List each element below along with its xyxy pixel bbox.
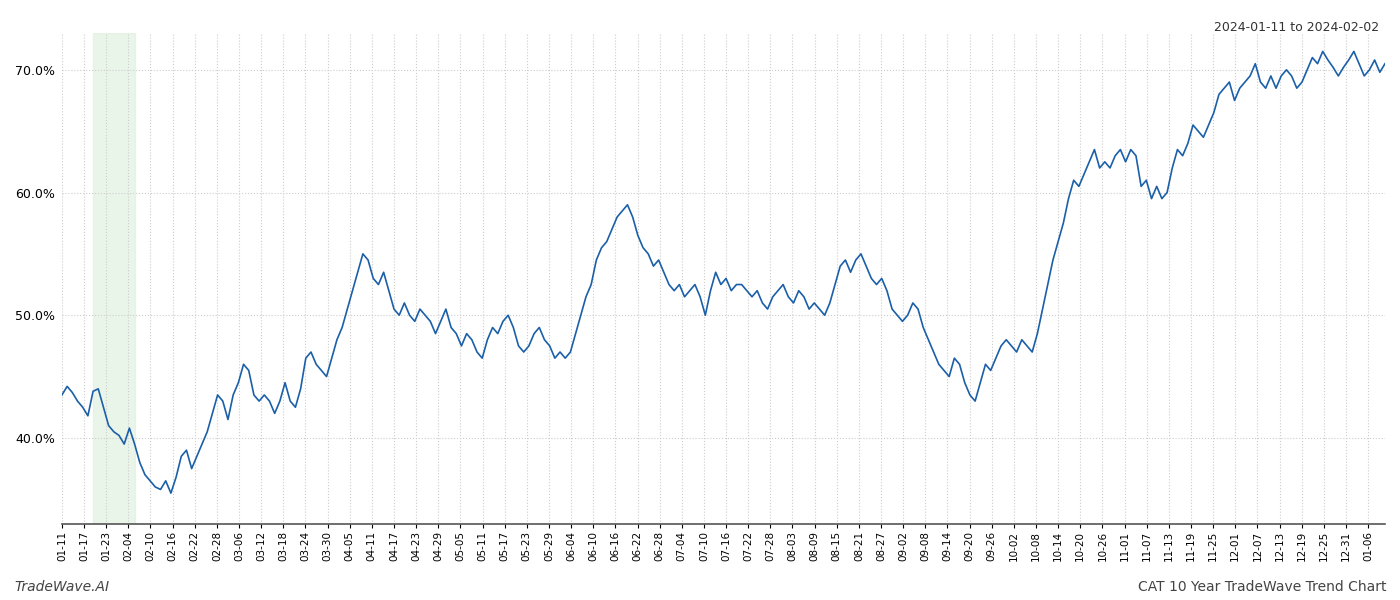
- Text: 2024-01-11 to 2024-02-02: 2024-01-11 to 2024-02-02: [1214, 21, 1379, 34]
- Bar: [92, 33, 134, 524]
- Text: TradeWave.AI: TradeWave.AI: [14, 580, 109, 594]
- Text: CAT 10 Year TradeWave Trend Chart: CAT 10 Year TradeWave Trend Chart: [1137, 580, 1386, 594]
